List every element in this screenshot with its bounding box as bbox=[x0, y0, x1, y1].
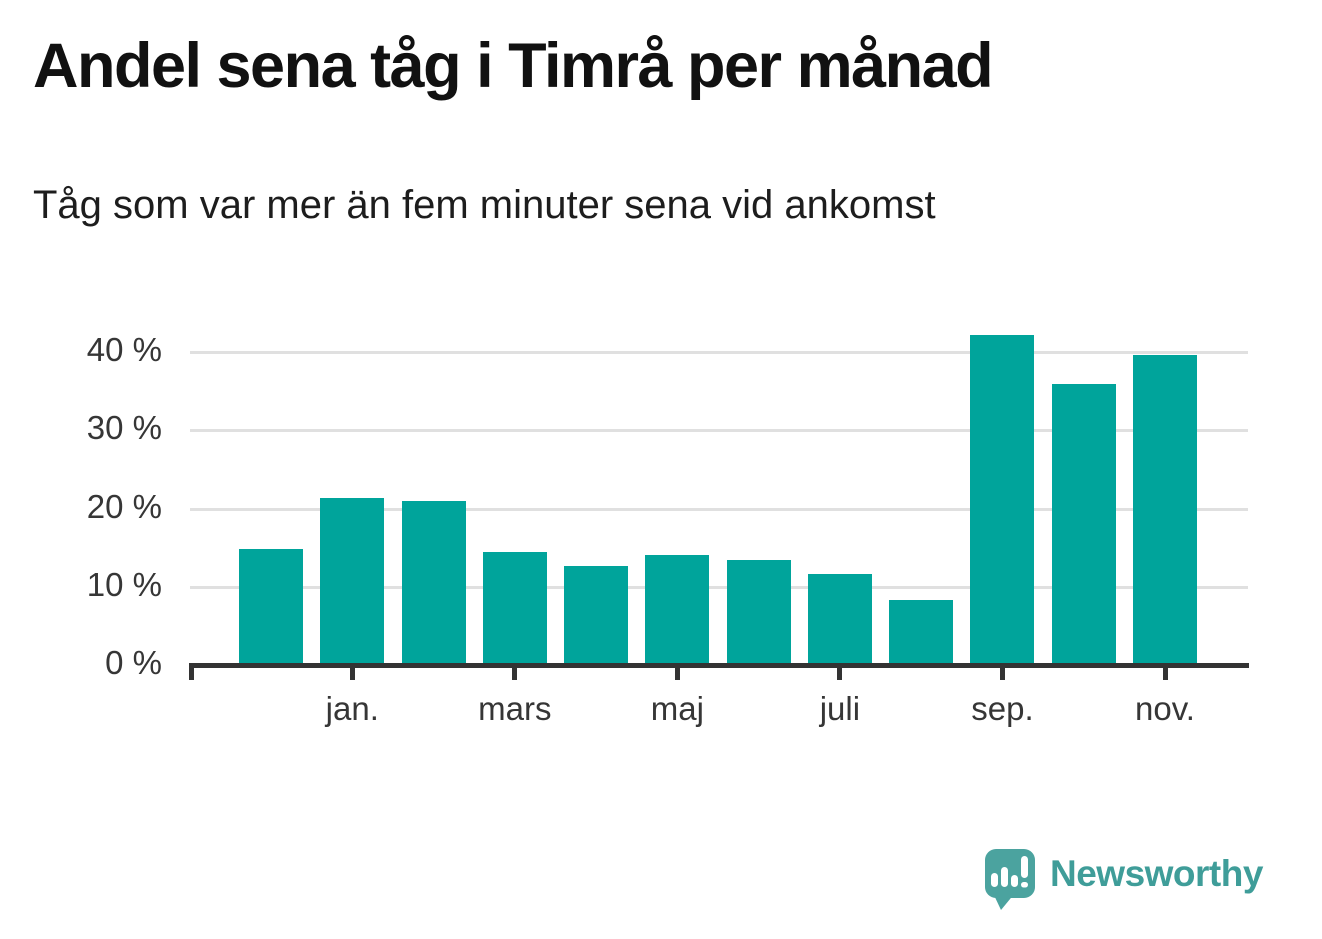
bar-month-9 bbox=[889, 600, 954, 663]
bar-month-8 bbox=[807, 573, 872, 663]
x-axis-tick bbox=[512, 663, 518, 680]
bar-month-6 bbox=[645, 555, 710, 663]
x-axis-tick-label: jan. bbox=[325, 690, 379, 727]
x-axis-tick-label: sep. bbox=[971, 690, 1034, 727]
bar-month-12 bbox=[1132, 354, 1197, 663]
y-axis-tick-label: 30 % bbox=[86, 409, 162, 447]
x-axis-tick bbox=[349, 663, 355, 680]
brand-name: Newsworthy bbox=[1050, 853, 1263, 894]
gridline-10 bbox=[190, 585, 1248, 589]
y-axis-tick-label: 20 % bbox=[86, 487, 162, 525]
y-axis-tick-label: 40 % bbox=[86, 331, 162, 369]
brand-footer: Newsworthy bbox=[980, 845, 1300, 915]
x-axis-tick-label: mars bbox=[478, 690, 552, 727]
bar-month-2 bbox=[320, 498, 385, 663]
x-axis-tick bbox=[1162, 663, 1168, 680]
x-axis-line bbox=[189, 663, 1249, 668]
bar-month-5 bbox=[564, 566, 629, 663]
chart-subtitle: Tåg som var mer än fem minuter sena vid … bbox=[33, 183, 936, 227]
x-axis-tick bbox=[674, 663, 680, 680]
x-axis-tick bbox=[999, 663, 1005, 680]
bar-month-4 bbox=[482, 551, 547, 663]
y-axis-tick-label: 0 % bbox=[105, 644, 162, 681]
x-axis-tick-label: nov. bbox=[1135, 690, 1195, 727]
x-axis-tick bbox=[837, 663, 843, 680]
plot-area bbox=[189, 310, 1249, 663]
gridline-40 bbox=[190, 351, 1248, 355]
bar-month-3 bbox=[401, 501, 466, 663]
x-axis-tick-label: maj bbox=[650, 690, 704, 727]
bar-month-1 bbox=[239, 548, 303, 663]
bar-series bbox=[239, 310, 1197, 663]
newsworthy-logo-icon bbox=[985, 849, 1035, 910]
y-axis-tick-label: 10 % bbox=[86, 565, 162, 603]
bar-month-10 bbox=[970, 335, 1035, 663]
x-axis-origin-tick bbox=[189, 663, 194, 680]
gridline-20 bbox=[190, 507, 1248, 511]
bar-month-11 bbox=[1051, 383, 1116, 663]
x-axis-tick-label: juli bbox=[819, 690, 861, 727]
bar-month-7 bbox=[726, 559, 791, 663]
gridline-30 bbox=[190, 429, 1248, 433]
chart-title: Andel sena tåg i Timrå per månad bbox=[33, 31, 994, 101]
